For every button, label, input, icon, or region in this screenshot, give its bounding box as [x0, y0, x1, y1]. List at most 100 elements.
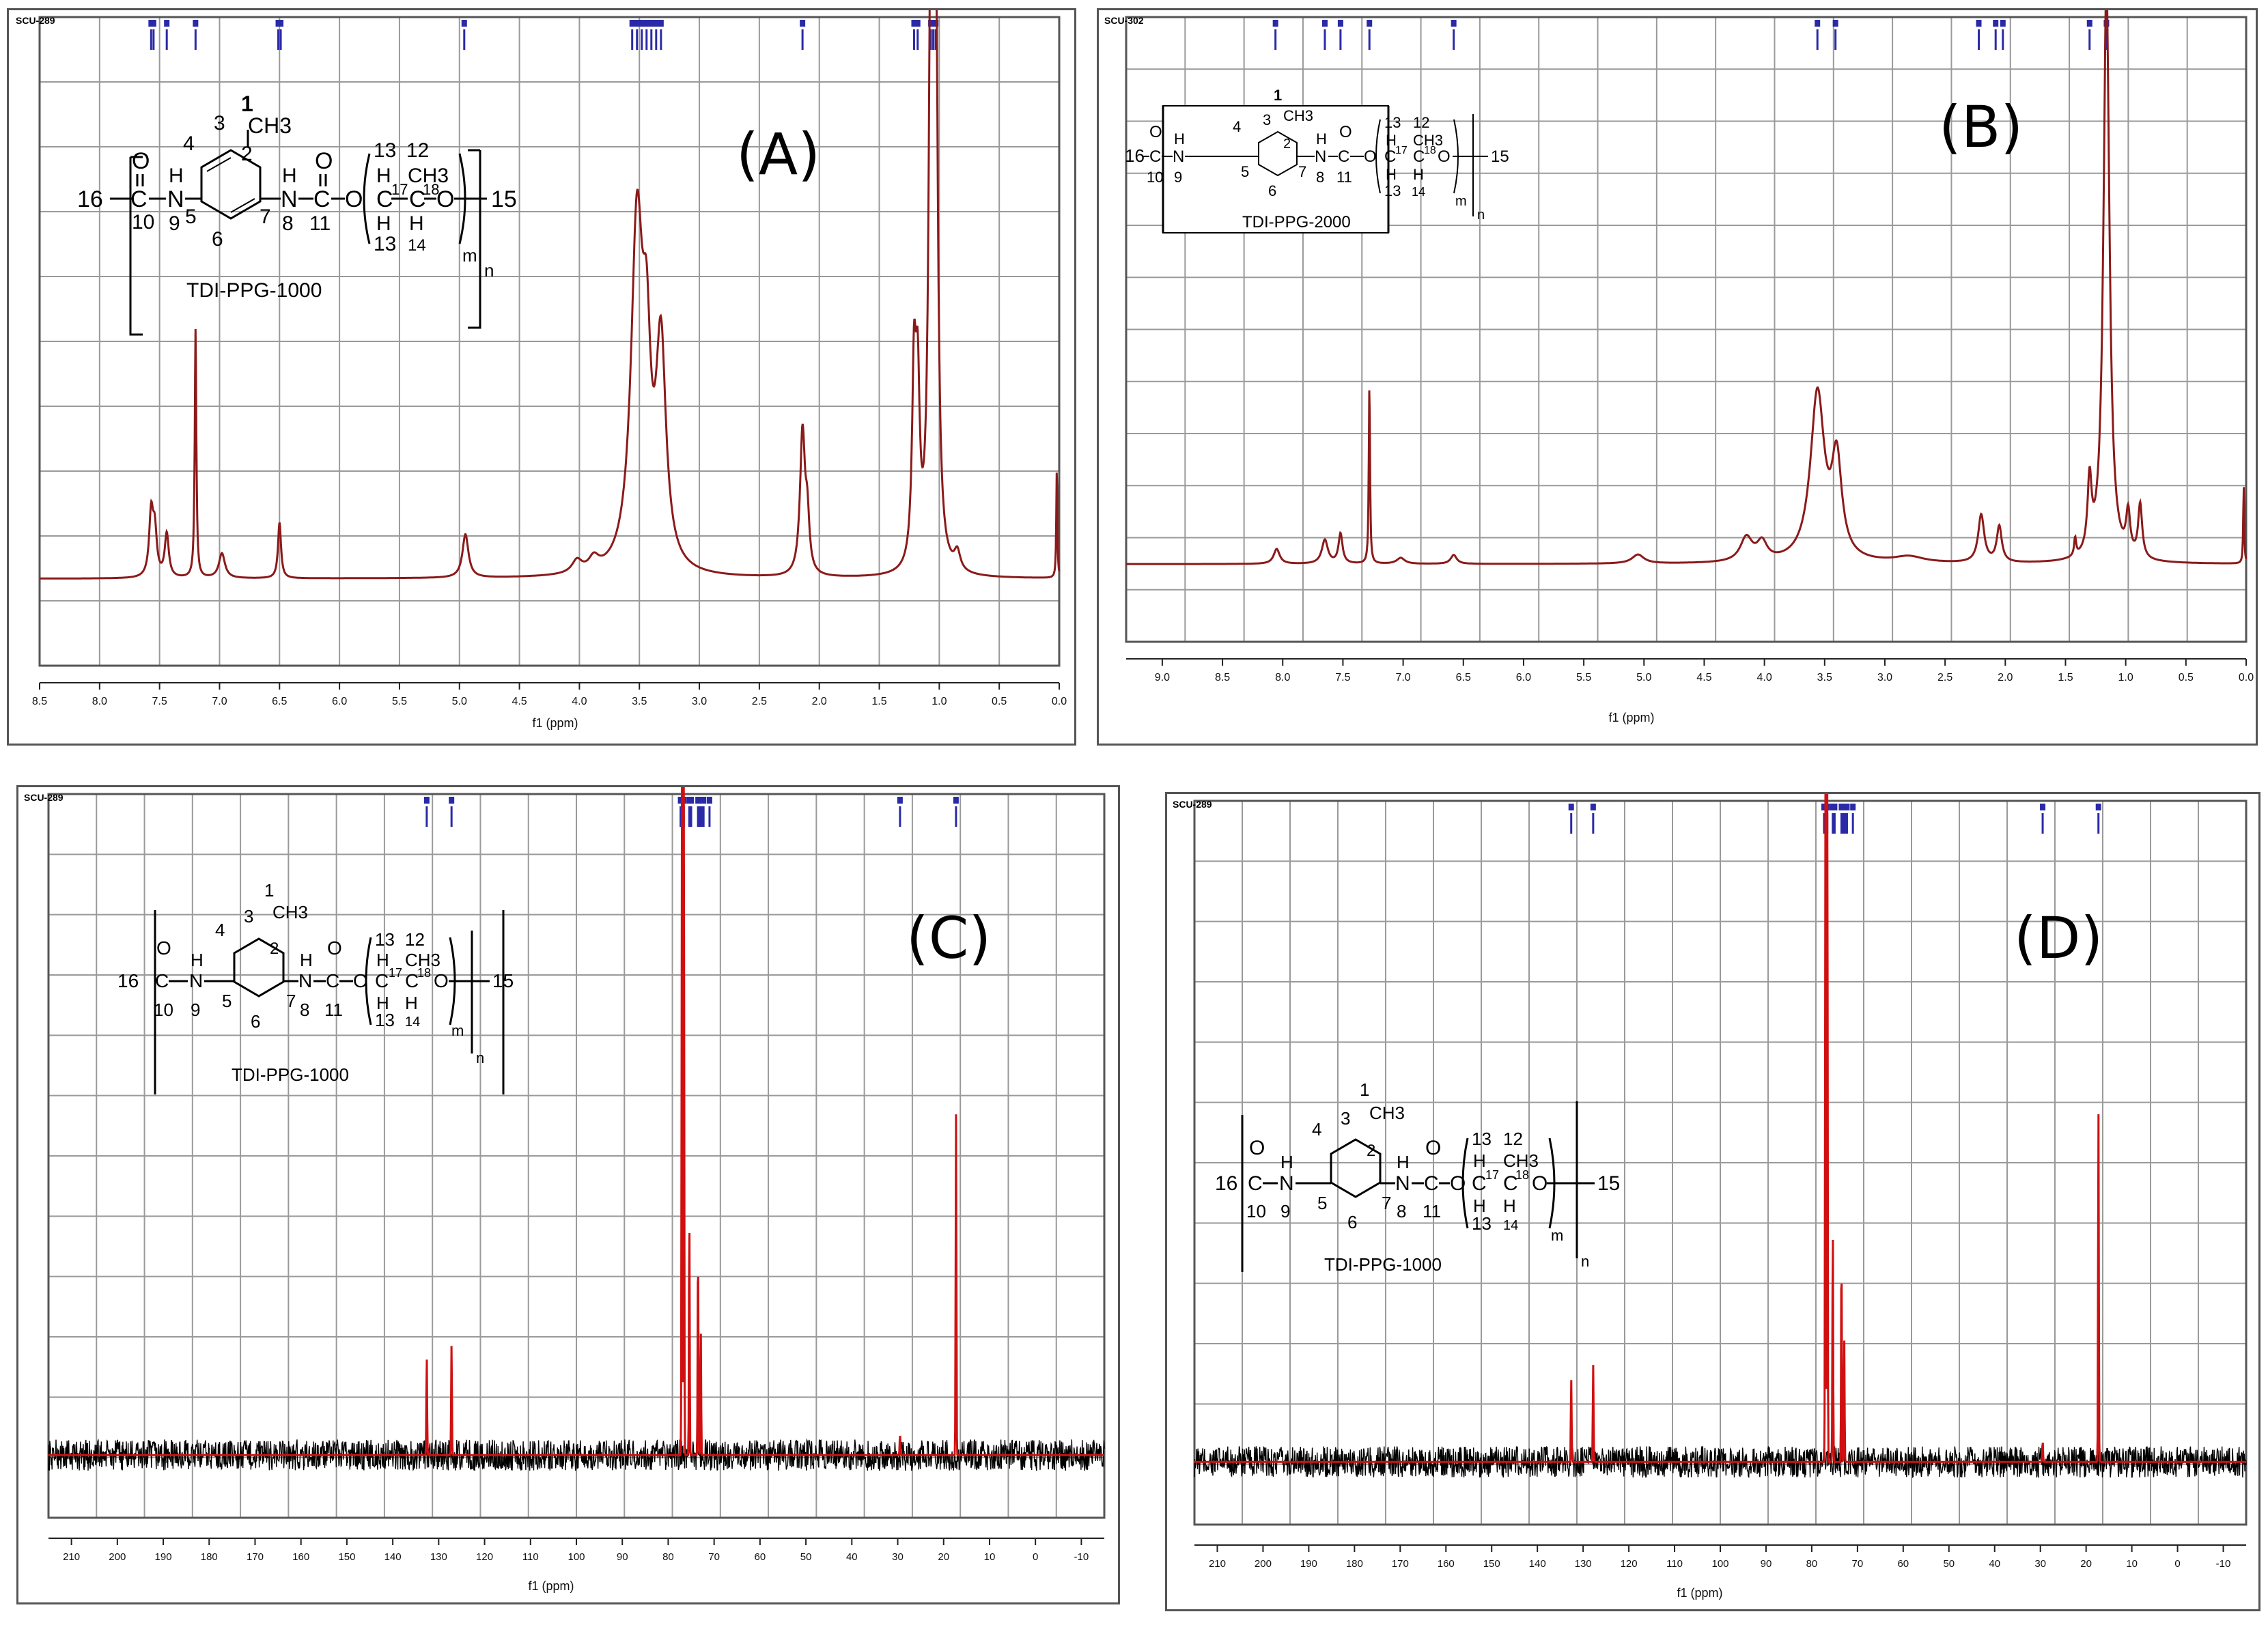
svg-text:17: 17: [389, 966, 402, 980]
x-tick-label: 2.5: [1937, 672, 1952, 683]
svg-text:13: 13: [1384, 182, 1401, 199]
svg-text:C: C: [313, 186, 331, 212]
svg-text:H: H: [282, 165, 297, 187]
svg-text:6: 6: [1268, 182, 1276, 199]
x-axis-title-c: f1 (ppm): [528, 1579, 574, 1593]
x-tick-label: 4.0: [1756, 672, 1772, 683]
peak-pick-label: [914, 20, 921, 27]
svg-text:m: m: [1455, 194, 1467, 209]
sample-id-d: SCU-289: [1173, 799, 1212, 810]
svg-text:C: C: [1424, 1172, 1439, 1195]
svg-text:CH3: CH3: [408, 165, 449, 187]
sample-id-b: SCU-302: [1104, 15, 1144, 26]
x-tick-label: 5.0: [452, 696, 467, 707]
svg-text:15: 15: [492, 970, 514, 991]
svg-text:O: O: [327, 937, 342, 959]
x-tick-label: 9.0: [1155, 672, 1170, 683]
x-tick-label: 3.0: [692, 696, 707, 707]
svg-text:N: N: [281, 186, 298, 212]
svg-text:N: N: [1279, 1172, 1294, 1195]
svg-text:m: m: [451, 1022, 464, 1039]
svg-text:3: 3: [1341, 1108, 1350, 1129]
svg-text:H: H: [1280, 1152, 1293, 1172]
svg-text:CH3: CH3: [248, 113, 292, 138]
svg-text:5: 5: [1241, 163, 1249, 180]
svg-text:7: 7: [1298, 163, 1306, 180]
svg-text:11: 11: [309, 212, 331, 235]
x-tick-label: 50: [800, 1551, 812, 1563]
x-tick-label: 180: [1346, 1558, 1363, 1570]
spectrum-b-trace: [1126, 10, 2248, 565]
spectrum-panel-c: 210 200 190 180 170 160 150 140 130 120 110 100 90 80…: [16, 785, 1120, 1604]
spectrum-c-trace: [48, 787, 1104, 1456]
svg-text:5: 5: [185, 206, 197, 228]
peak-pick-label: [1337, 20, 1343, 27]
x-tick-label: 30: [892, 1551, 904, 1563]
x-tick-label: 170: [1392, 1558, 1409, 1570]
svg-text:2: 2: [241, 143, 253, 165]
svg-text:2: 2: [270, 939, 279, 958]
x-tick-label: 0.0: [1052, 696, 1067, 707]
svg-text:13: 13: [1472, 1129, 1492, 1149]
peak-pick-label: [278, 20, 284, 27]
svg-text:H: H: [1316, 130, 1327, 147]
svg-text:9: 9: [169, 212, 180, 235]
x-tick-label: 0.0: [2239, 672, 2254, 683]
svg-text:H: H: [1473, 1196, 1486, 1216]
svg-text:9: 9: [1280, 1201, 1290, 1221]
svg-text:H: H: [1386, 132, 1397, 149]
peak-pick-label: [897, 797, 903, 804]
svg-text:H: H: [409, 212, 424, 235]
x-tick-label: 90: [1761, 1558, 1772, 1570]
spectrum-panel-d: 210 200 190 180 170 160 150 140 130 120 110 100 90 80…: [1165, 792, 2260, 1611]
peak-pick-label: [1568, 804, 1574, 810]
x-tick-label: 1.0: [932, 696, 947, 707]
svg-text:14: 14: [405, 1015, 420, 1030]
peak-pick-label: [423, 797, 430, 804]
svg-text:C: C: [1413, 147, 1425, 166]
svg-text:H: H: [1473, 1150, 1486, 1171]
svg-text:O: O: [156, 937, 171, 959]
peak-pick-label: [953, 797, 959, 804]
x-tick-label: 120: [476, 1551, 493, 1563]
svg-text:O: O: [1425, 1137, 1441, 1159]
x-tick-label: 210: [1209, 1558, 1226, 1570]
svg-text:H: H: [376, 165, 391, 187]
x-tick-label: 4.5: [1696, 672, 1711, 683]
spectrum-c-svg: 210 200 190 180 170 160 150 140 130 120 110 100 90 80…: [24, 787, 1106, 1593]
svg-text:TDI-PPG-1000: TDI-PPG-1000: [232, 1064, 349, 1085]
peak-pick-label: [706, 797, 712, 804]
svg-text:H: H: [376, 212, 391, 235]
svg-text:O: O: [132, 148, 150, 174]
x-tick-label: 170: [247, 1551, 264, 1563]
peak-pick-label: [648, 20, 654, 27]
svg-text:18: 18: [1424, 145, 1436, 156]
x-tick-label: 40: [846, 1551, 858, 1563]
svg-text:5: 5: [1317, 1193, 1327, 1213]
peak-pick-label: [164, 20, 170, 27]
x-tick-label: 3.5: [1817, 672, 1832, 683]
x-tick-label: 7.5: [1335, 672, 1350, 683]
spectrum-panel-a: 8.5 8.0 7.5 7.0 6.5 6.0 5.5 5.0 4.5 4.0 3.5 3.0 2.5 2…: [7, 8, 1076, 746]
svg-text:6: 6: [1347, 1212, 1357, 1232]
svg-text:C: C: [409, 186, 426, 212]
x-tick-label: 130: [1575, 1558, 1592, 1570]
x-tick-label: 6.0: [332, 696, 347, 707]
x-tick-label: 180: [201, 1551, 218, 1563]
svg-text:15: 15: [491, 186, 517, 212]
spectrum-b-svg: 9.0 8.5 8.0 7.5 7.0 6.5 6.0 5.5 5.0 4.5 4.0 3.5 3.0 2…: [1104, 10, 2254, 724]
structure-a: 16 C O 10 N H 9 4 3 2 5 6 7 1 CH3 N: [77, 91, 517, 336]
svg-text:C: C: [376, 186, 393, 212]
x-tick-label: 70: [1852, 1558, 1864, 1570]
x-tick-label: 20: [938, 1551, 949, 1563]
spectrum-a-svg: 8.5 8.0 7.5 7.0 6.5 6.0 5.5 5.0 4.5 4.0 3.5 3.0 2.5 2…: [16, 10, 1067, 730]
svg-text:18: 18: [1515, 1168, 1529, 1182]
svg-text:n: n: [476, 1049, 484, 1066]
svg-text:H: H: [1397, 1152, 1410, 1172]
svg-text:13: 13: [1384, 114, 1401, 131]
svg-text:2: 2: [1283, 137, 1291, 152]
peak-pick-label: [1451, 20, 1457, 27]
svg-text:C: C: [1149, 147, 1161, 166]
x-tick-label: 6.0: [1516, 672, 1531, 683]
x-tick-label: 200: [1255, 1558, 1272, 1570]
